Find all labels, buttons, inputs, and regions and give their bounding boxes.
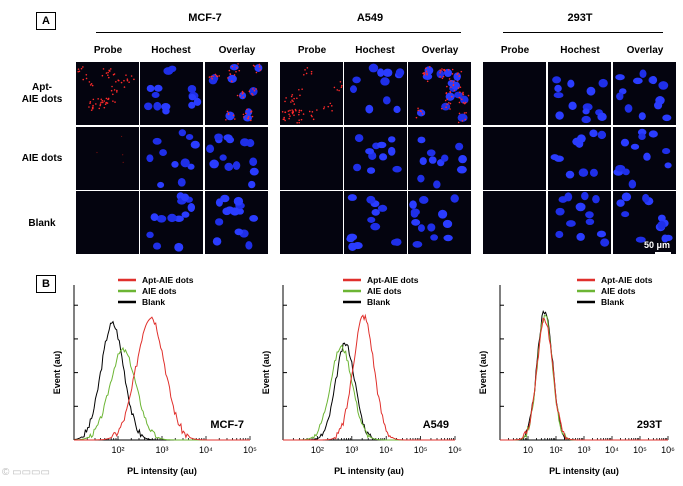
micrograph-tile bbox=[613, 127, 676, 190]
micrograph-tile bbox=[76, 62, 139, 125]
legend-label: AIE dots bbox=[601, 286, 636, 296]
col-header: Probe bbox=[93, 45, 123, 56]
micrograph-tile bbox=[205, 127, 268, 190]
x-axis-label: PL intensity (au) bbox=[549, 466, 619, 476]
group-title-mcf7: MCF-7 bbox=[188, 12, 222, 24]
col-header: Probe bbox=[500, 45, 530, 56]
col-header: Hochest bbox=[355, 45, 395, 56]
panel-a-tag: A bbox=[36, 12, 56, 30]
legend-label: AIE dots bbox=[142, 286, 177, 296]
micrograph-tile bbox=[483, 191, 546, 254]
col-header: Overlay bbox=[421, 45, 459, 56]
row-header-apt: Apt- AIE dots bbox=[21, 82, 63, 105]
micrograph-tile bbox=[344, 127, 407, 190]
series-line bbox=[283, 313, 455, 441]
legend-label: Blank bbox=[367, 297, 390, 307]
micrograph-tile bbox=[408, 62, 471, 125]
watermark-logo: © ▭▭▭▭ bbox=[2, 467, 50, 478]
group-title-a549: A549 bbox=[356, 12, 384, 24]
legend-label: Apt-AIE dots bbox=[142, 275, 194, 285]
micrograph-tile bbox=[140, 191, 203, 254]
col-header: Overlay bbox=[218, 45, 256, 56]
x-tick-label: 10 bbox=[523, 445, 533, 455]
legend-label: Blank bbox=[601, 297, 624, 307]
group-underline bbox=[503, 32, 663, 33]
flow-cytometry-charts: 10² 10³ 10⁴ 10⁵ Event (au) PL intensity (au) M… bbox=[52, 275, 675, 476]
micrograph-tile bbox=[548, 62, 611, 125]
micrograph-tile bbox=[140, 127, 203, 190]
y-axis-label: Event (au) bbox=[52, 351, 62, 395]
micrograph-tile bbox=[483, 127, 546, 190]
micrograph-tile bbox=[483, 62, 546, 125]
x-axis-label: PL intensity (au) bbox=[127, 466, 197, 476]
micrograph-tile bbox=[548, 191, 611, 254]
row-header-aie: AIE dots bbox=[21, 153, 63, 164]
legend-label: Apt-AIE dots bbox=[601, 275, 653, 285]
series-line bbox=[500, 317, 668, 441]
x-tick-label: 10⁵ bbox=[633, 445, 647, 455]
col-header: Hochest bbox=[151, 45, 191, 56]
micrograph-tile bbox=[205, 191, 268, 254]
x-tick-label: 10² bbox=[111, 445, 124, 455]
micrograph-tile bbox=[408, 127, 471, 190]
micrograph-tile bbox=[613, 62, 676, 125]
panel-b-tag: B bbox=[36, 275, 56, 293]
group-underline bbox=[298, 32, 461, 33]
x-axis-label: PL intensity (au) bbox=[334, 466, 404, 476]
micrograph-tile bbox=[613, 191, 676, 254]
x-tick-label: 10³ bbox=[345, 445, 358, 455]
x-tick-label: 10⁴ bbox=[379, 445, 393, 455]
scale-bar bbox=[655, 252, 671, 254]
micrograph-tile bbox=[408, 191, 471, 254]
micrograph-tile bbox=[344, 62, 407, 125]
group-title-293t: 293T bbox=[567, 12, 593, 24]
chart-cell-line-label: 293T bbox=[637, 419, 662, 431]
x-tick-label: 10⁵ bbox=[243, 445, 257, 455]
x-tick-label: 10⁶ bbox=[448, 445, 462, 455]
micrograph-tile bbox=[76, 191, 139, 254]
x-tick-label: 10³ bbox=[577, 445, 590, 455]
chart-cell-line-label: A549 bbox=[423, 419, 449, 431]
micrograph-tile bbox=[205, 62, 268, 125]
chart-cell-line-label: MCF-7 bbox=[210, 419, 244, 431]
x-tick-label: 10⁴ bbox=[199, 445, 213, 455]
group-underline bbox=[96, 32, 311, 33]
col-header: Overlay bbox=[626, 45, 664, 56]
micrograph-tile bbox=[280, 191, 343, 254]
micrograph-tile bbox=[548, 127, 611, 190]
series-line bbox=[74, 316, 250, 441]
col-header: Probe bbox=[297, 45, 327, 56]
y-axis-label: Event (au) bbox=[261, 351, 271, 395]
micrograph-tile bbox=[344, 191, 407, 254]
x-tick-label: 10⁴ bbox=[605, 445, 619, 455]
micrograph-tile bbox=[280, 62, 343, 125]
col-header: Hochest bbox=[560, 45, 600, 56]
x-tick-label: 10⁶ bbox=[661, 445, 675, 455]
row-header-blank: Blank bbox=[28, 218, 56, 229]
x-tick-label: 10⁵ bbox=[414, 445, 428, 455]
micrograph-tile bbox=[140, 62, 203, 125]
x-tick-label: 10³ bbox=[155, 445, 168, 455]
y-axis-label: Event (au) bbox=[478, 351, 488, 395]
micrograph-tile bbox=[76, 127, 139, 190]
x-tick-label: 10² bbox=[311, 445, 324, 455]
legend-label: Blank bbox=[142, 297, 165, 307]
legend-label: Apt-AIE dots bbox=[367, 275, 419, 285]
x-tick-label: 10² bbox=[549, 445, 562, 455]
legend-label: AIE dots bbox=[367, 286, 402, 296]
micrograph-tile bbox=[280, 127, 343, 190]
scale-bar-label: 50 μm bbox=[644, 240, 671, 250]
